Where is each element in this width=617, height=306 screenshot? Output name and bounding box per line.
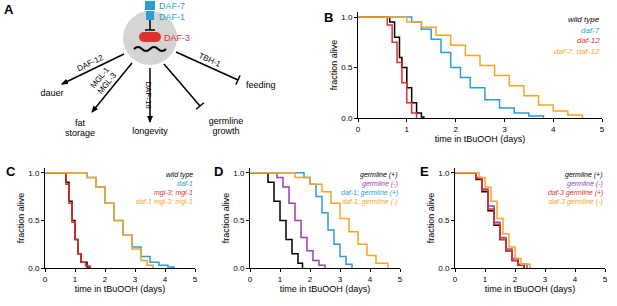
svg-text:daf-1 mgl-3; mgl-1: daf-1 mgl-3; mgl-1 bbox=[136, 198, 193, 206]
svg-text:daf-1; germline (-): daf-1; germline (-) bbox=[342, 198, 398, 206]
svg-text:4: 4 bbox=[163, 275, 168, 284]
svg-text:fraction alive: fraction alive bbox=[426, 193, 436, 244]
svg-text:storage: storage bbox=[65, 128, 95, 138]
svg-text:time in tBuOOH (days): time in tBuOOH (days) bbox=[485, 284, 576, 294]
svg-text:1.0: 1.0 bbox=[233, 169, 245, 178]
svg-text:5: 5 bbox=[398, 275, 403, 284]
svg-text:1.0: 1.0 bbox=[438, 169, 450, 178]
svg-text:0: 0 bbox=[453, 275, 458, 284]
svg-text:wild type: wild type bbox=[568, 15, 600, 24]
svg-text:fraction alive: fraction alive bbox=[329, 40, 339, 91]
svg-text:0.5: 0.5 bbox=[341, 63, 353, 72]
svg-text:MGL-3: MGL-3 bbox=[96, 71, 119, 96]
svg-text:germline (+): germline (+) bbox=[565, 171, 603, 179]
svg-text:germline (+): germline (+) bbox=[360, 171, 398, 179]
svg-text:2: 2 bbox=[103, 275, 108, 284]
svg-text:1.0: 1.0 bbox=[28, 169, 40, 178]
svg-text:0: 0 bbox=[356, 125, 361, 134]
svg-text:5: 5 bbox=[603, 275, 608, 284]
svg-text:2: 2 bbox=[308, 275, 313, 284]
svg-text:germline: germline bbox=[209, 116, 244, 126]
svg-text:2: 2 bbox=[453, 125, 458, 134]
svg-text:mgl-3; mgl-1: mgl-3; mgl-1 bbox=[154, 189, 193, 197]
svg-text:4: 4 bbox=[573, 275, 578, 284]
svg-text:fraction alive: fraction alive bbox=[221, 193, 231, 244]
svg-text:daf-3 germline (+): daf-3 germline (+) bbox=[548, 189, 603, 197]
svg-text:1: 1 bbox=[278, 275, 283, 284]
svg-text:DAF-16: DAF-16 bbox=[144, 81, 153, 109]
svg-text:0.5: 0.5 bbox=[438, 216, 450, 225]
svg-text:4: 4 bbox=[551, 125, 556, 134]
svg-text:0.5: 0.5 bbox=[233, 216, 245, 225]
svg-text:MGL-1: MGL-1 bbox=[88, 65, 112, 90]
svg-text:daf-7: daf-7 bbox=[581, 26, 600, 35]
svg-text:time in tBuOOH (days): time in tBuOOH (days) bbox=[435, 134, 526, 144]
svg-text:dauer: dauer bbox=[40, 88, 63, 98]
svg-text:daf-1; germline (+): daf-1; germline (+) bbox=[341, 189, 398, 197]
svg-text:0: 0 bbox=[43, 275, 48, 284]
svg-text:0.0: 0.0 bbox=[341, 114, 353, 123]
svg-text:time in tBuOOH (days): time in tBuOOH (days) bbox=[280, 284, 371, 294]
svg-text:time in tBuOOH (days): time in tBuOOH (days) bbox=[75, 284, 166, 294]
svg-text:5: 5 bbox=[600, 125, 605, 134]
svg-text:DAF-12: DAF-12 bbox=[75, 53, 105, 74]
svg-text:D: D bbox=[214, 164, 223, 179]
svg-text:5: 5 bbox=[193, 275, 198, 284]
svg-text:fat: fat bbox=[75, 118, 86, 128]
svg-text:DAF-7: DAF-7 bbox=[159, 1, 185, 11]
svg-text:3: 3 bbox=[338, 275, 343, 284]
svg-text:1.0: 1.0 bbox=[341, 13, 353, 22]
svg-text:B: B bbox=[324, 10, 333, 25]
svg-text:DAF-1: DAF-1 bbox=[159, 12, 185, 22]
svg-text:germline (-): germline (-) bbox=[362, 180, 398, 188]
svg-text:E: E bbox=[420, 164, 429, 179]
svg-text:A: A bbox=[4, 2, 14, 17]
svg-text:3: 3 bbox=[502, 125, 507, 134]
svg-text:0.0: 0.0 bbox=[438, 264, 450, 273]
svg-text:0.0: 0.0 bbox=[28, 264, 40, 273]
svg-text:0.0: 0.0 bbox=[233, 264, 245, 273]
svg-text:1: 1 bbox=[483, 275, 488, 284]
svg-text:3: 3 bbox=[133, 275, 138, 284]
svg-text:0: 0 bbox=[248, 275, 253, 284]
svg-text:fraction alive: fraction alive bbox=[16, 193, 26, 244]
svg-text:daf-7; daf-12: daf-7; daf-12 bbox=[554, 47, 600, 56]
svg-text:2: 2 bbox=[513, 275, 518, 284]
svg-text:germline (-): germline (-) bbox=[567, 180, 603, 188]
svg-text:DAF-3: DAF-3 bbox=[164, 33, 190, 43]
svg-text:C: C bbox=[6, 164, 16, 179]
svg-text:1: 1 bbox=[405, 125, 410, 134]
svg-text:1: 1 bbox=[73, 275, 78, 284]
svg-text:0.5: 0.5 bbox=[28, 216, 40, 225]
svg-text:4: 4 bbox=[368, 275, 373, 284]
svg-text:3: 3 bbox=[543, 275, 548, 284]
svg-text:longevity: longevity bbox=[132, 126, 168, 136]
svg-text:daf-3 germline (-): daf-3 germline (-) bbox=[549, 198, 603, 206]
svg-text:daf-1: daf-1 bbox=[177, 180, 193, 187]
svg-text:TBH-1: TBH-1 bbox=[197, 51, 222, 69]
svg-text:wild type: wild type bbox=[166, 171, 193, 179]
svg-text:daf-12: daf-12 bbox=[577, 36, 600, 45]
svg-text:feeding: feeding bbox=[246, 80, 276, 90]
svg-text:growth: growth bbox=[212, 126, 239, 136]
